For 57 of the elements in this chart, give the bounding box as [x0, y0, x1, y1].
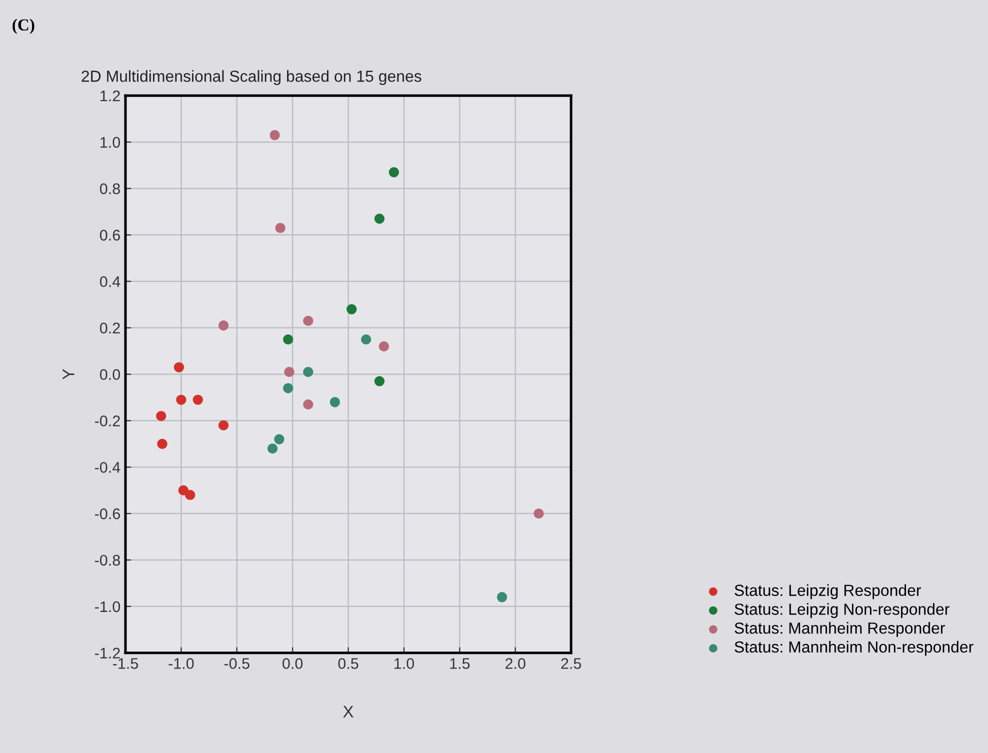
x-tick-label: 2.5: [561, 658, 582, 669]
x-tick-label: -1.0: [168, 658, 194, 669]
point: [388, 167, 400, 178]
point: [303, 399, 314, 410]
legend-label: Status: Leipzig Responder: [734, 584, 922, 600]
x-tick-label: 2.0: [506, 658, 526, 669]
point: [274, 434, 284, 444]
point: [284, 366, 294, 378]
point: [270, 130, 280, 140]
x-tick-label: -0.5: [224, 658, 250, 669]
y-tick-label: 0.2: [100, 322, 120, 334]
point: [361, 334, 372, 344]
point: [283, 334, 294, 344]
x-tick-label: 1.5: [450, 658, 470, 669]
y-tick-label: -0.6: [94, 508, 120, 520]
x-tick-label: 1.0: [394, 658, 414, 669]
point: [275, 222, 286, 234]
point: [346, 304, 357, 314]
chart-title: 2D Multidimensional Scaling based on 15 genes: [82, 70, 422, 86]
point: [374, 376, 385, 386]
legend-label: Status: Leipzig Non-responder: [734, 603, 950, 618]
point: [496, 592, 508, 602]
point: [330, 397, 340, 408]
y-tick-label: 0.8: [100, 183, 120, 194]
text: (C): [12, 18, 34, 34]
y-tick-label: -0.2: [94, 416, 120, 426]
x-tick-label: 0.5: [338, 658, 358, 669]
point: [303, 366, 314, 378]
y-tick-label: 0.4: [100, 276, 120, 288]
y-tick-label: -1.2: [94, 648, 120, 658]
point: [174, 362, 184, 372]
y-axis-title: Y: [62, 369, 74, 380]
x-axis-title: X: [343, 706, 354, 718]
legend-label: Status: Mannheim Responder: [734, 622, 945, 637]
y-tick-label: 0.6: [100, 230, 120, 241]
point: [156, 410, 166, 422]
point: [176, 394, 186, 405]
point: [283, 383, 294, 394]
point: [303, 316, 314, 326]
y-tick-label: -0.4: [94, 462, 120, 473]
x-tick-label: -1.5: [112, 658, 138, 669]
legend-label: Status: Mannheim Non-responder: [734, 640, 974, 656]
point: [534, 508, 544, 519]
point: [378, 341, 390, 352]
y-tick-label: 1.2: [100, 90, 120, 102]
point: [218, 320, 229, 331]
point: [267, 443, 278, 454]
x-tick-label: 0.0: [282, 658, 303, 669]
point: [157, 438, 168, 449]
y-tick-label: -1.0: [94, 601, 120, 612]
point: [192, 394, 203, 405]
point: [185, 490, 196, 500]
point: [374, 214, 385, 224]
y-tick-label: -0.8: [94, 554, 120, 566]
point: [218, 420, 229, 430]
y-tick-label: 1.0: [100, 136, 120, 148]
y-tick-label: 0.0: [100, 369, 120, 380]
